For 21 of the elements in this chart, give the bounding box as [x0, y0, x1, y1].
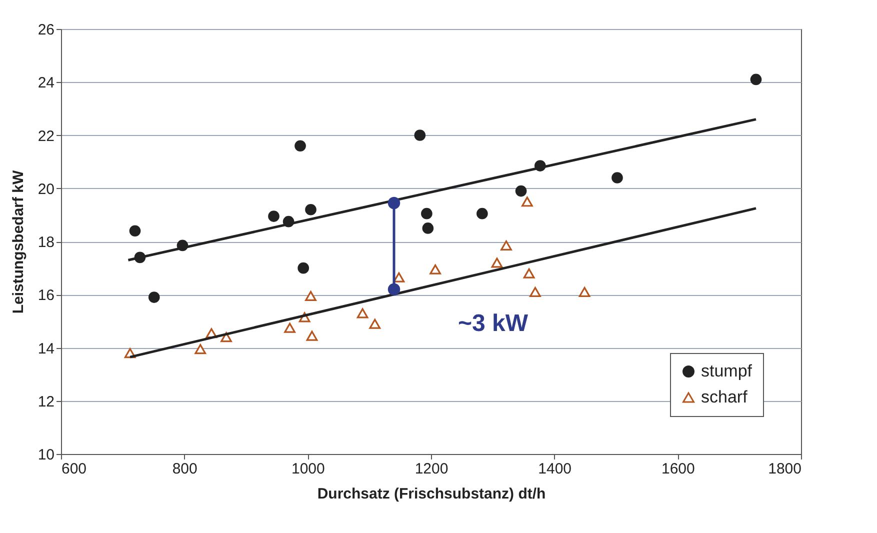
y-tick-label: 20: [38, 180, 54, 198]
x-tick-label: 1200: [414, 460, 448, 478]
y-tick-label: 16: [38, 287, 54, 304]
x-axis-title: Durchsatz (Frischsubstanz) dt/h: [317, 486, 546, 502]
x-tick-label: 600: [62, 460, 87, 478]
y-tick-label: 24: [38, 74, 54, 92]
y-tick-label: 18: [38, 234, 54, 251]
legend-label: stumpf: [701, 362, 752, 380]
y-tick-label: 12: [38, 393, 54, 410]
y-axis-title: Leistungsbedarf kW: [10, 169, 27, 314]
y-tick-label: 22: [38, 128, 54, 145]
x-tick-label: 1600: [661, 460, 695, 478]
legend-label: scharf: [701, 388, 748, 406]
y-tick-label: 14: [38, 340, 54, 358]
x-tick-label: 1000: [291, 460, 325, 478]
annotation: ~3 kW: [458, 310, 528, 337]
x-tick-label: 1400: [538, 460, 572, 478]
y-tick-label: 26: [38, 22, 54, 38]
x-tick-label: 1800: [768, 460, 802, 478]
x-tick-label: 800: [172, 460, 198, 478]
y-tick-label: 10: [38, 446, 54, 464]
